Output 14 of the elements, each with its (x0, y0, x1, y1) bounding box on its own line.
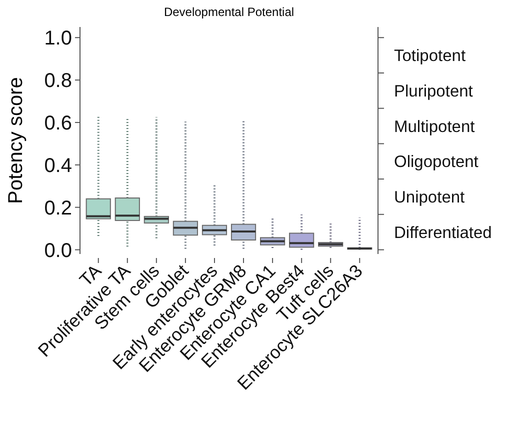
y-tick-label: 0.4 (44, 154, 72, 177)
text: Differentiated (394, 224, 492, 242)
text: Totipotent (394, 47, 466, 66)
chart-title: Developmental Potential (164, 5, 294, 19)
text: Unipotent (394, 188, 466, 206)
text: Pluripotent (394, 82, 474, 100)
text: Oligopotent (394, 153, 479, 172)
y-tick-label: 1.0 (44, 28, 72, 50)
text: Multipotent (394, 118, 476, 136)
y-axis-title: Potency score (5, 77, 27, 204)
y-tick-label: 0.0 (44, 240, 72, 262)
y-tick-label: 0.2 (44, 197, 72, 220)
y-tick-label: 0.6 (44, 112, 72, 134)
y-tick-label: 0.8 (44, 70, 72, 92)
